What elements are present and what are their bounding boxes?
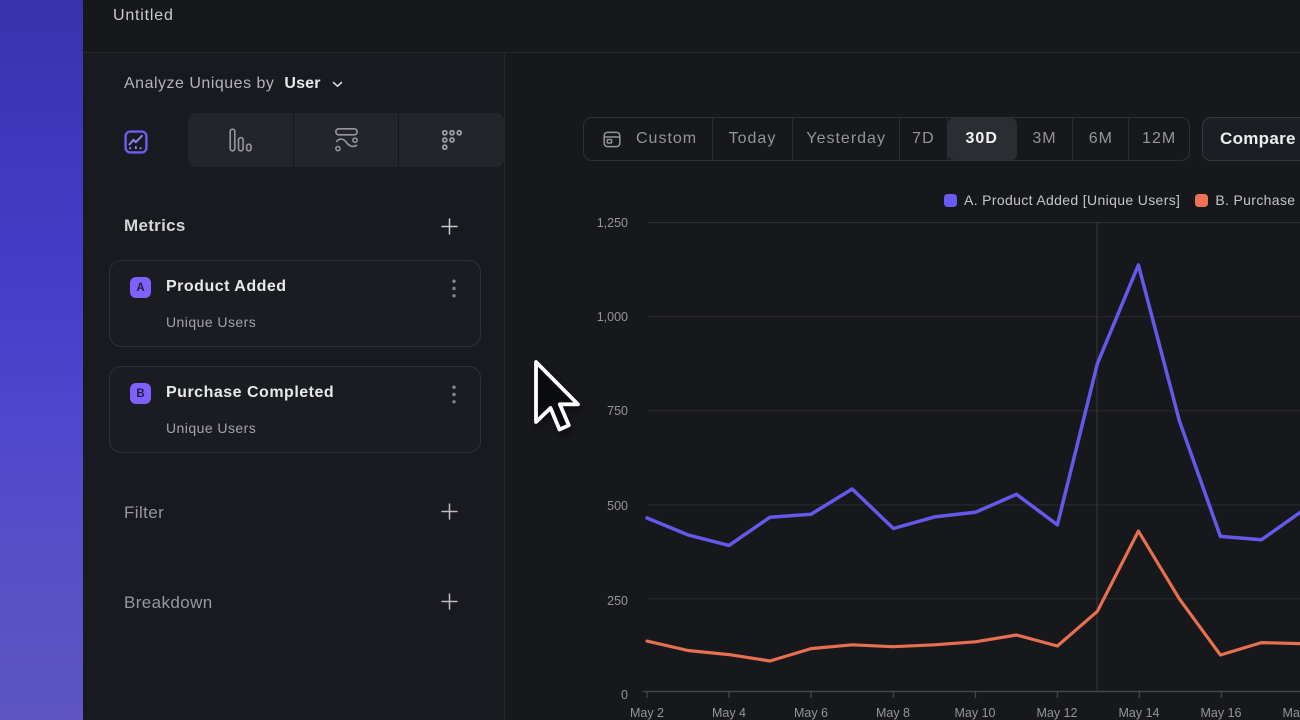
svg-text:May 6: May 6 [794, 706, 828, 720]
svg-text:May 14: May 14 [1119, 706, 1160, 720]
svg-text:1,250: 1,250 [597, 216, 628, 230]
svg-text:May 2: May 2 [630, 706, 664, 720]
svg-text:0: 0 [621, 688, 628, 702]
svg-text:May 10: May 10 [955, 706, 996, 720]
svg-text:May 4: May 4 [712, 706, 746, 720]
svg-text:May 12: May 12 [1037, 706, 1078, 720]
svg-text:May 8: May 8 [876, 706, 910, 720]
svg-text:May 16: May 16 [1201, 706, 1242, 720]
svg-text:750: 750 [607, 404, 628, 418]
svg-text:500: 500 [607, 499, 628, 513]
svg-text:May 18: May 18 [1283, 706, 1300, 720]
svg-text:250: 250 [607, 594, 628, 608]
svg-text:1,000: 1,000 [597, 310, 628, 324]
